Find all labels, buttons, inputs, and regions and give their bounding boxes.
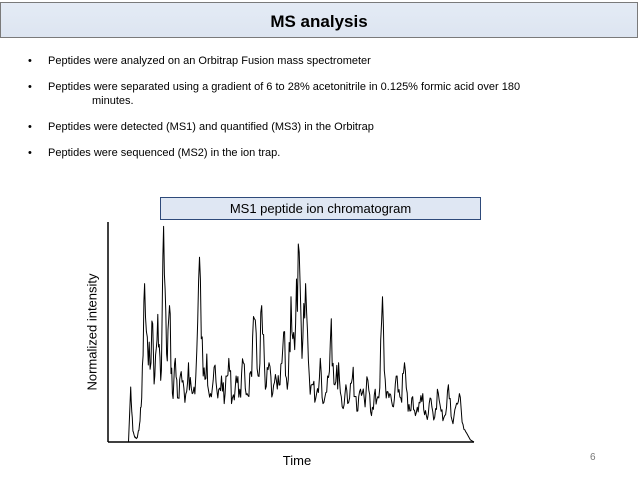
bullet-item-3: • Peptides were detected (MS1) and quant… bbox=[28, 120, 598, 134]
bullet-dot: • bbox=[28, 147, 32, 159]
chromatogram-trace bbox=[108, 225, 475, 443]
bullet-dot: • bbox=[28, 55, 32, 67]
slide-title-bar: MS analysis bbox=[0, 2, 638, 38]
bullet-item-2: • Peptides were separated using a gradie… bbox=[28, 80, 598, 108]
bullet-text: Peptides were sequenced (MS2) in the ion… bbox=[48, 147, 281, 159]
bullet-text: Peptides were separated using a gradient… bbox=[48, 81, 521, 93]
bullet-item-1: • Peptides were analyzed on an Orbitrap … bbox=[28, 54, 598, 68]
bullet-dot: • bbox=[28, 81, 32, 93]
x-axis-label: Time bbox=[282, 453, 312, 468]
y-axis-label: Normalized intensity bbox=[84, 273, 100, 391]
bullet-continuation: minutes. bbox=[92, 95, 134, 107]
page-number: 6 bbox=[590, 452, 596, 463]
chart-title: MS1 peptide ion chromatogram bbox=[160, 197, 481, 220]
slide-title: MS analysis bbox=[270, 12, 368, 31]
bullet-text: Peptides were detected (MS1) and quantif… bbox=[48, 121, 374, 133]
bullet-list: • Peptides were analyzed on an Orbitrap … bbox=[28, 54, 598, 172]
bullet-text: Peptides were analyzed on an Orbitrap Fu… bbox=[48, 55, 371, 67]
bullet-item-4: • Peptides were sequenced (MS2) in the i… bbox=[28, 146, 598, 160]
bullet-dot: • bbox=[28, 121, 32, 133]
